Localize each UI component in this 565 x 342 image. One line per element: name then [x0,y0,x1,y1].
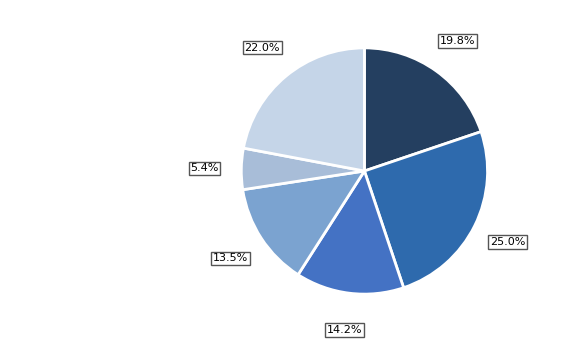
Wedge shape [244,48,364,171]
Wedge shape [298,171,403,294]
Text: 14.2%: 14.2% [327,325,363,335]
Text: 13.5%: 13.5% [212,253,248,263]
Text: 22.0%: 22.0% [245,43,280,53]
Wedge shape [364,132,488,288]
Text: 5.4%: 5.4% [190,163,219,173]
Text: 25.0%: 25.0% [490,237,525,247]
Wedge shape [241,148,364,190]
Text: 19.8%: 19.8% [440,36,476,46]
Wedge shape [364,48,481,171]
Wedge shape [243,171,364,275]
